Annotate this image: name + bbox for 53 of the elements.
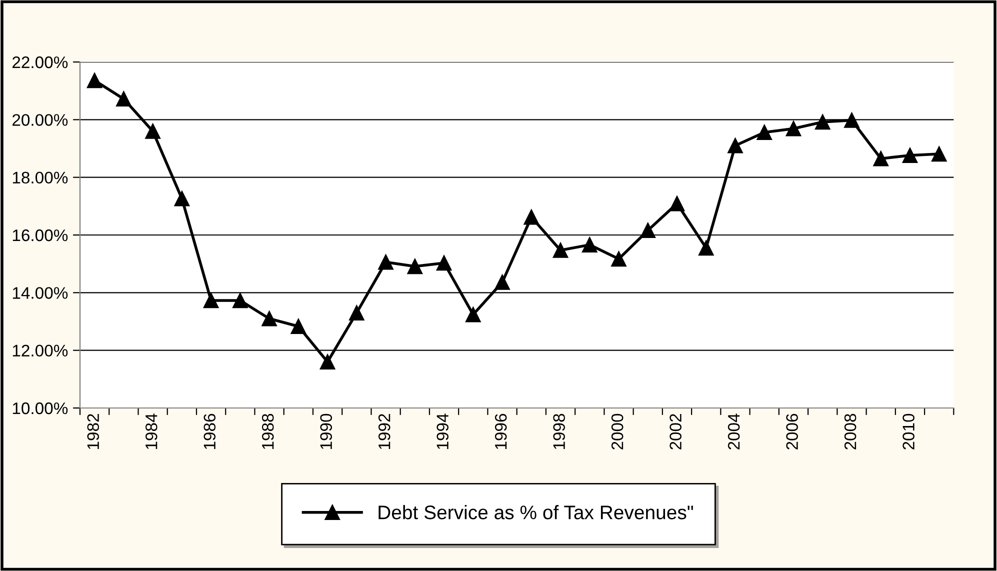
point bbox=[786, 120, 802, 136]
point bbox=[174, 191, 190, 206]
point bbox=[407, 258, 423, 274]
y-tick-label: 22.00% bbox=[12, 56, 68, 68]
point bbox=[203, 292, 219, 308]
point bbox=[116, 91, 132, 107]
point bbox=[844, 112, 860, 128]
y-tick-label: 16.00% bbox=[12, 229, 68, 242]
point bbox=[669, 196, 685, 212]
legend-label: Debt Service as % of Tax Revenues" bbox=[378, 505, 693, 520]
point bbox=[524, 209, 540, 225]
point bbox=[349, 305, 364, 320]
point bbox=[494, 274, 510, 290]
x-tick-label: 1984 bbox=[145, 414, 158, 449]
x-tick-label: 2000 bbox=[611, 414, 624, 450]
x-tick-label: 1990 bbox=[320, 414, 332, 449]
y-tick-label: 12.00% bbox=[12, 344, 68, 357]
point bbox=[640, 222, 656, 238]
y-tick-label: 10.00% bbox=[12, 402, 68, 414]
point bbox=[378, 254, 394, 270]
x-tick-label: 1996 bbox=[494, 414, 507, 449]
x-tick-label: 1988 bbox=[262, 414, 274, 449]
x-tick-label: 2002 bbox=[670, 414, 682, 450]
x-tick-label: 1994 bbox=[436, 414, 448, 449]
point bbox=[552, 242, 568, 258]
x-tick-label: 2004 bbox=[728, 414, 740, 450]
x-tick-label: 1982 bbox=[87, 414, 100, 449]
point bbox=[611, 251, 626, 267]
point bbox=[290, 318, 306, 334]
point bbox=[698, 240, 714, 256]
point bbox=[262, 310, 277, 326]
point bbox=[86, 72, 102, 88]
point bbox=[902, 148, 918, 164]
point bbox=[145, 124, 160, 139]
point bbox=[931, 146, 947, 162]
x-tick-label: 2010 bbox=[902, 414, 914, 450]
point bbox=[466, 306, 481, 322]
point bbox=[436, 255, 452, 271]
y-tick-label: 20.00% bbox=[12, 114, 68, 126]
point bbox=[728, 138, 743, 154]
y-tick-label: 18.00% bbox=[12, 172, 68, 184]
point bbox=[873, 150, 888, 166]
point bbox=[232, 292, 248, 308]
point bbox=[756, 124, 772, 140]
x-tick-label: 2006 bbox=[786, 414, 798, 450]
x-tick-label: 1992 bbox=[378, 414, 390, 449]
point bbox=[814, 114, 830, 130]
point bbox=[582, 237, 598, 252]
x-tick-label: 1986 bbox=[204, 414, 216, 449]
x-tick-label: 2008 bbox=[844, 414, 856, 450]
y-tick-label: 14.00% bbox=[12, 287, 68, 299]
point bbox=[320, 354, 336, 370]
x-tick-label: 1998 bbox=[553, 414, 565, 449]
